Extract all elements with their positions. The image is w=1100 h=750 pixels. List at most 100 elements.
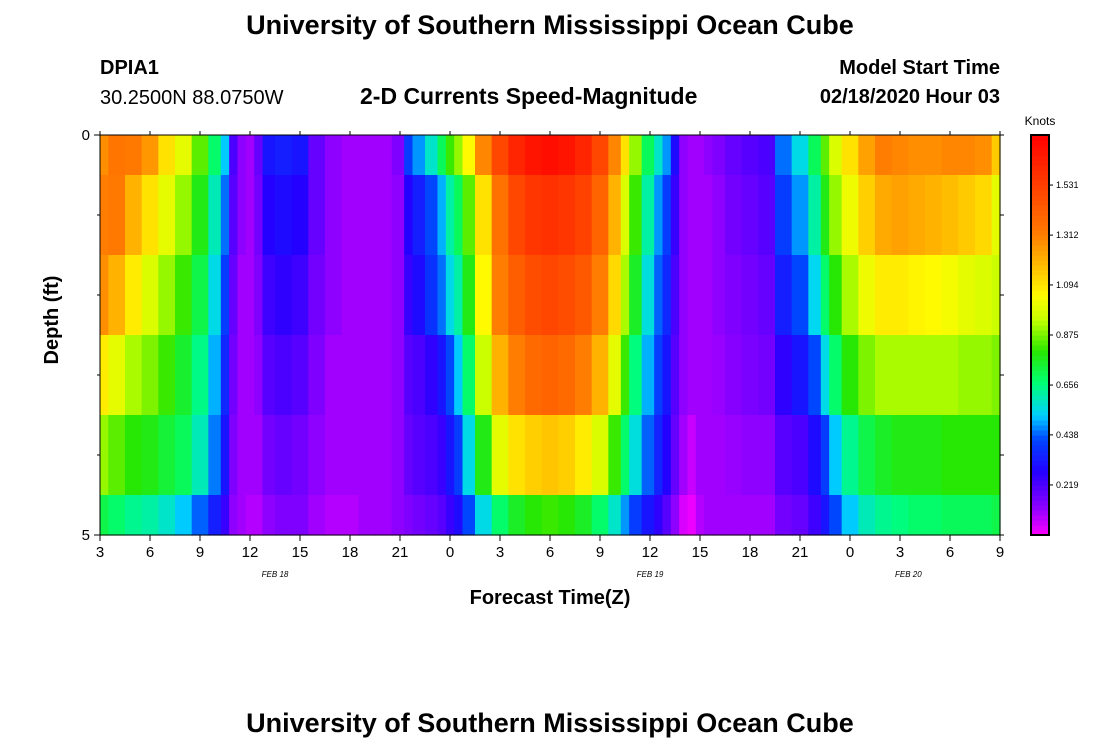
heatmap-cell bbox=[425, 415, 439, 496]
colorbar-segment bbox=[1031, 440, 1049, 446]
colorbar-segment bbox=[1031, 240, 1049, 246]
heatmap-cell bbox=[454, 135, 464, 176]
heatmap-cell bbox=[158, 175, 176, 256]
heatmap-cell bbox=[591, 335, 609, 416]
heatmap-cell bbox=[391, 335, 405, 416]
heatmap-cell bbox=[695, 255, 705, 336]
heatmap-cell bbox=[237, 255, 247, 336]
colorbar-segment bbox=[1031, 425, 1049, 431]
page-title: University of Southern Mississippi Ocean… bbox=[246, 10, 854, 40]
heatmap-cell bbox=[820, 175, 830, 256]
colorbar-segment bbox=[1031, 225, 1049, 231]
heatmap-cell bbox=[141, 255, 159, 336]
heatmap-cell bbox=[237, 175, 247, 256]
heatmap-cell bbox=[662, 175, 672, 256]
heatmap-cell bbox=[791, 135, 809, 176]
colorbar-segment bbox=[1031, 255, 1049, 261]
heatmap-cell bbox=[725, 135, 743, 176]
heatmap-cell bbox=[891, 175, 909, 256]
heatmap-cell bbox=[508, 135, 526, 176]
heatmap-cell bbox=[712, 495, 726, 536]
heatmap-cell bbox=[125, 255, 143, 336]
heatmap-cell bbox=[358, 255, 376, 336]
heatmap-cell bbox=[412, 335, 426, 416]
heatmap-cell bbox=[991, 495, 1001, 536]
heatmap-cell bbox=[445, 495, 455, 536]
heatmap-cell bbox=[608, 335, 622, 416]
heatmap-cell bbox=[541, 135, 559, 176]
heatmap-cell bbox=[841, 495, 859, 536]
heatmap-cell bbox=[291, 335, 309, 416]
heatmap-cell bbox=[891, 335, 909, 416]
heatmap-cell bbox=[308, 255, 326, 336]
heatmap-cell bbox=[325, 255, 343, 336]
heatmap-cell bbox=[704, 135, 714, 176]
colorbar-tick-label: 0.438 bbox=[1056, 430, 1079, 440]
date-label: FEB 20 bbox=[895, 570, 922, 579]
heatmap-cell bbox=[704, 495, 714, 536]
x-tick-label: 9 bbox=[196, 544, 204, 561]
heatmap-cell bbox=[237, 135, 247, 176]
heatmap-cell bbox=[208, 255, 222, 336]
heatmap-cell bbox=[991, 255, 1001, 336]
colorbar-segment bbox=[1031, 445, 1049, 451]
heatmap-cell bbox=[641, 175, 655, 256]
colorbar-segment bbox=[1031, 410, 1049, 416]
heatmap-cell bbox=[670, 335, 680, 416]
heatmap-cell bbox=[462, 495, 476, 536]
colorbar-segment bbox=[1031, 305, 1049, 311]
heatmap-cell bbox=[925, 255, 943, 336]
heatmap-cell bbox=[325, 495, 343, 536]
heatmap-cell bbox=[108, 175, 126, 256]
heatmap-cell bbox=[291, 495, 309, 536]
heatmap-cell bbox=[254, 335, 264, 416]
heatmap-cell bbox=[108, 495, 126, 536]
heatmap-cell bbox=[775, 415, 793, 496]
heatmap-cell bbox=[358, 415, 376, 496]
heatmap-cell bbox=[262, 495, 276, 536]
heatmap-cell bbox=[858, 135, 876, 176]
heatmap-cell bbox=[391, 255, 405, 336]
heatmap-cell bbox=[125, 335, 143, 416]
heatmap-cell bbox=[425, 255, 439, 336]
heatmap-cell bbox=[558, 255, 576, 336]
heatmap-cell bbox=[229, 415, 239, 496]
heatmap-cell bbox=[275, 415, 293, 496]
heatmap-cell bbox=[679, 495, 689, 536]
colorbar-segment bbox=[1031, 395, 1049, 401]
x-axis: 3 6 9 12 15 18 21 0 3 6 9 12 15 18 21 0 3 6 9 FEB 18 FEB 19 F… bbox=[96, 131, 1004, 579]
heatmap-cell bbox=[908, 415, 926, 496]
heatmap-cell bbox=[829, 255, 843, 336]
heatmap-cell bbox=[141, 175, 159, 256]
colorbar-segment bbox=[1031, 340, 1049, 346]
heatmap-cell bbox=[808, 415, 822, 496]
heatmap-cell bbox=[358, 335, 376, 416]
heatmap-cell bbox=[425, 495, 439, 536]
heatmap-cell bbox=[941, 135, 959, 176]
heatmap-cell bbox=[975, 415, 993, 496]
heatmap-cell bbox=[841, 335, 859, 416]
heatmap-cell bbox=[791, 495, 809, 536]
colorbar-segment bbox=[1031, 375, 1049, 381]
heatmap-cell bbox=[462, 255, 476, 336]
colorbar-segment bbox=[1031, 150, 1049, 156]
heatmap-cell bbox=[958, 135, 976, 176]
heatmap-cell bbox=[391, 175, 405, 256]
heatmap-cell bbox=[725, 495, 743, 536]
heatmap-cell bbox=[175, 135, 193, 176]
colorbar-tick-label: 1.094 bbox=[1056, 280, 1079, 290]
heatmap-cell bbox=[791, 255, 809, 336]
heatmap-cell bbox=[308, 495, 326, 536]
heatmap-cell bbox=[158, 255, 176, 336]
heatmap-cell bbox=[941, 415, 959, 496]
colorbar-segment bbox=[1031, 460, 1049, 466]
heatmap-cell bbox=[254, 415, 264, 496]
heatmap-cell bbox=[108, 335, 126, 416]
heatmap-cell bbox=[454, 335, 464, 416]
heatmap-cell bbox=[341, 335, 359, 416]
heatmap-cell bbox=[125, 415, 143, 496]
heatmap-cell bbox=[725, 335, 743, 416]
x-tick-label: 12 bbox=[242, 544, 259, 561]
heatmap-cell bbox=[525, 175, 543, 256]
colorbar-segment bbox=[1031, 450, 1049, 456]
